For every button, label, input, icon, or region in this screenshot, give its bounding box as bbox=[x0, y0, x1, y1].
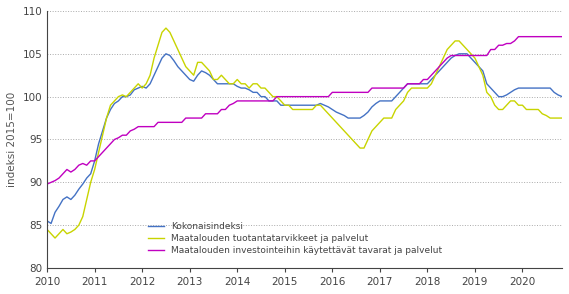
Maatalouden tuotantatarvikkeet ja palvelut bbox=[163, 26, 170, 30]
Maatalouden tuotantatarvikkeet ja palvelut bbox=[444, 48, 451, 51]
Y-axis label: indeksi 2015=100: indeksi 2015=100 bbox=[7, 92, 17, 187]
Maatalouden tuotantatarvikkeet ja palvelut bbox=[95, 151, 102, 154]
Kokonaisindeksi bbox=[44, 219, 51, 223]
Kokonaisindeksi bbox=[163, 52, 170, 56]
Kokonaisindeksi bbox=[313, 103, 320, 107]
Maatalouden investointeihin käytettävät tavarat ja palvelut bbox=[559, 35, 566, 39]
Line: Maatalouden investointeihin käytettävät tavarat ja palvelut: Maatalouden investointeihin käytettävät … bbox=[47, 37, 562, 184]
Maatalouden investointeihin käytettävät tavarat ja palvelut bbox=[515, 35, 522, 39]
Kokonaisindeksi bbox=[559, 95, 566, 98]
Maatalouden investointeihin käytettävät tavarat ja palvelut bbox=[365, 91, 372, 94]
Line: Kokonaisindeksi: Kokonaisindeksi bbox=[47, 54, 562, 223]
Maatalouden tuotantatarvikkeet ja palvelut bbox=[52, 236, 59, 240]
Kokonaisindeksi bbox=[444, 61, 451, 64]
Maatalouden investointeihin käytettävät tavarat ja palvelut bbox=[444, 56, 451, 60]
Maatalouden investointeihin käytettävät tavarat ja palvelut bbox=[64, 168, 71, 171]
Kokonaisindeksi bbox=[242, 86, 249, 90]
Kokonaisindeksi bbox=[254, 91, 261, 94]
Maatalouden tuotantatarvikkeet ja palvelut bbox=[242, 82, 249, 86]
Kokonaisindeksi bbox=[95, 142, 102, 146]
Line: Maatalouden tuotantatarvikkeet ja palvelut: Maatalouden tuotantatarvikkeet ja palvel… bbox=[47, 28, 562, 238]
Maatalouden tuotantatarvikkeet ja palvelut bbox=[44, 228, 51, 231]
Maatalouden tuotantatarvikkeet ja palvelut bbox=[313, 103, 320, 107]
Maatalouden tuotantatarvikkeet ja palvelut bbox=[559, 116, 566, 120]
Maatalouden investointeihin käytettävät tavarat ja palvelut bbox=[424, 78, 431, 81]
Maatalouden tuotantatarvikkeet ja palvelut bbox=[214, 78, 221, 81]
Legend: Kokonaisindeksi, Maatalouden tuotantatarvikkeet ja palvelut, Maatalouden investo: Kokonaisindeksi, Maatalouden tuotantatar… bbox=[145, 219, 446, 258]
Maatalouden tuotantatarvikkeet ja palvelut bbox=[254, 82, 261, 86]
Kokonaisindeksi bbox=[214, 82, 221, 86]
Kokonaisindeksi bbox=[48, 222, 55, 225]
Maatalouden investointeihin käytettävät tavarat ja palvelut bbox=[337, 91, 344, 94]
Maatalouden investointeihin käytettävät tavarat ja palvelut bbox=[44, 182, 51, 186]
Maatalouden investointeihin käytettävät tavarat ja palvelut bbox=[135, 125, 142, 128]
